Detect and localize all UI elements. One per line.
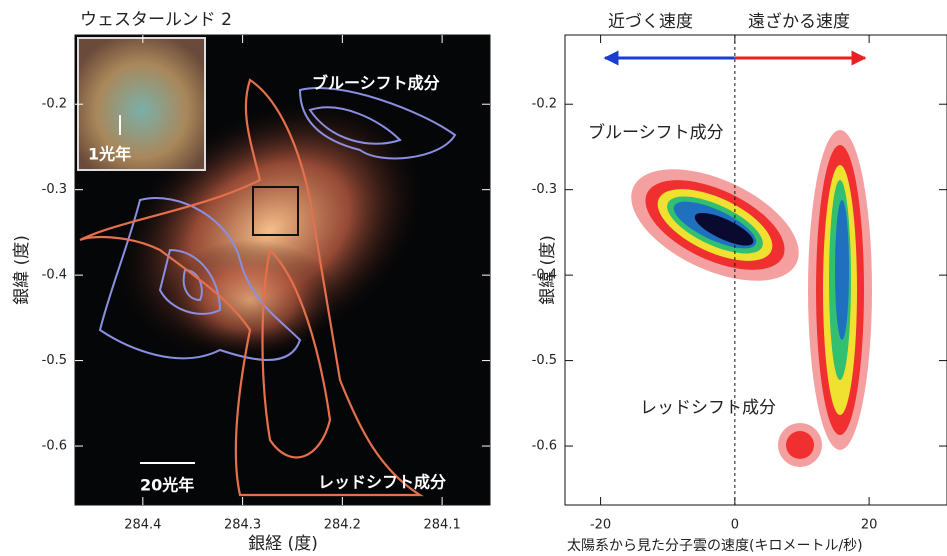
x-axis-label: 銀経 (度) <box>248 534 318 554</box>
pv-diagram <box>565 35 947 505</box>
y-tick-label: -0.3 <box>532 182 557 197</box>
y-tick-label: -0.4 <box>42 268 67 283</box>
x-tick-label: 284.3 <box>224 518 261 533</box>
panel-title: ウェスタールンド 2 <box>80 10 232 30</box>
x-tick-label: 0 <box>731 518 739 533</box>
recede-label: 遠ざかる速度 <box>748 11 850 32</box>
x-axis-label: 太陽系から見た分子雲の速度(キロメートル/秒) <box>567 538 863 554</box>
scale-label: 20光年 <box>140 476 194 495</box>
component-label: レッドシフト成分 <box>318 473 446 492</box>
component-label: ブルーシフト成分 <box>312 74 440 93</box>
figure: 284.4 284.3 284.2 284.1 -0.2 -0.3 -0.4 -0.5 -0.6… <box>0 0 947 556</box>
y-tick-label: -0.6 <box>532 439 557 454</box>
sky-image <box>63 35 490 505</box>
x-tick-label: 284.2 <box>324 518 361 533</box>
component-label: レッドシフト成分 <box>640 398 776 418</box>
x-tick-label: 284.4 <box>124 518 161 533</box>
x-tick-label: 20 <box>861 518 878 533</box>
y-tick-label: -0.6 <box>42 439 67 454</box>
y-tick-label: -0.3 <box>42 182 67 197</box>
inset-label: 1光年 <box>88 145 131 164</box>
y-axis-label: 銀緯 (度) <box>12 235 32 305</box>
y-tick-label: -0.2 <box>42 97 67 112</box>
y-axis-label: 銀緯 (度) <box>538 235 558 305</box>
y-tick-label: -0.2 <box>532 97 557 112</box>
component-label: ブルーシフト成分 <box>588 122 724 143</box>
approach-label: 近づく速度 <box>608 12 693 32</box>
y-tick-label: -0.5 <box>42 353 67 368</box>
y-tick-label: -0.5 <box>532 353 557 368</box>
x-tick-label: 284.1 <box>424 518 461 533</box>
x-tick-label: -20 <box>590 518 611 533</box>
